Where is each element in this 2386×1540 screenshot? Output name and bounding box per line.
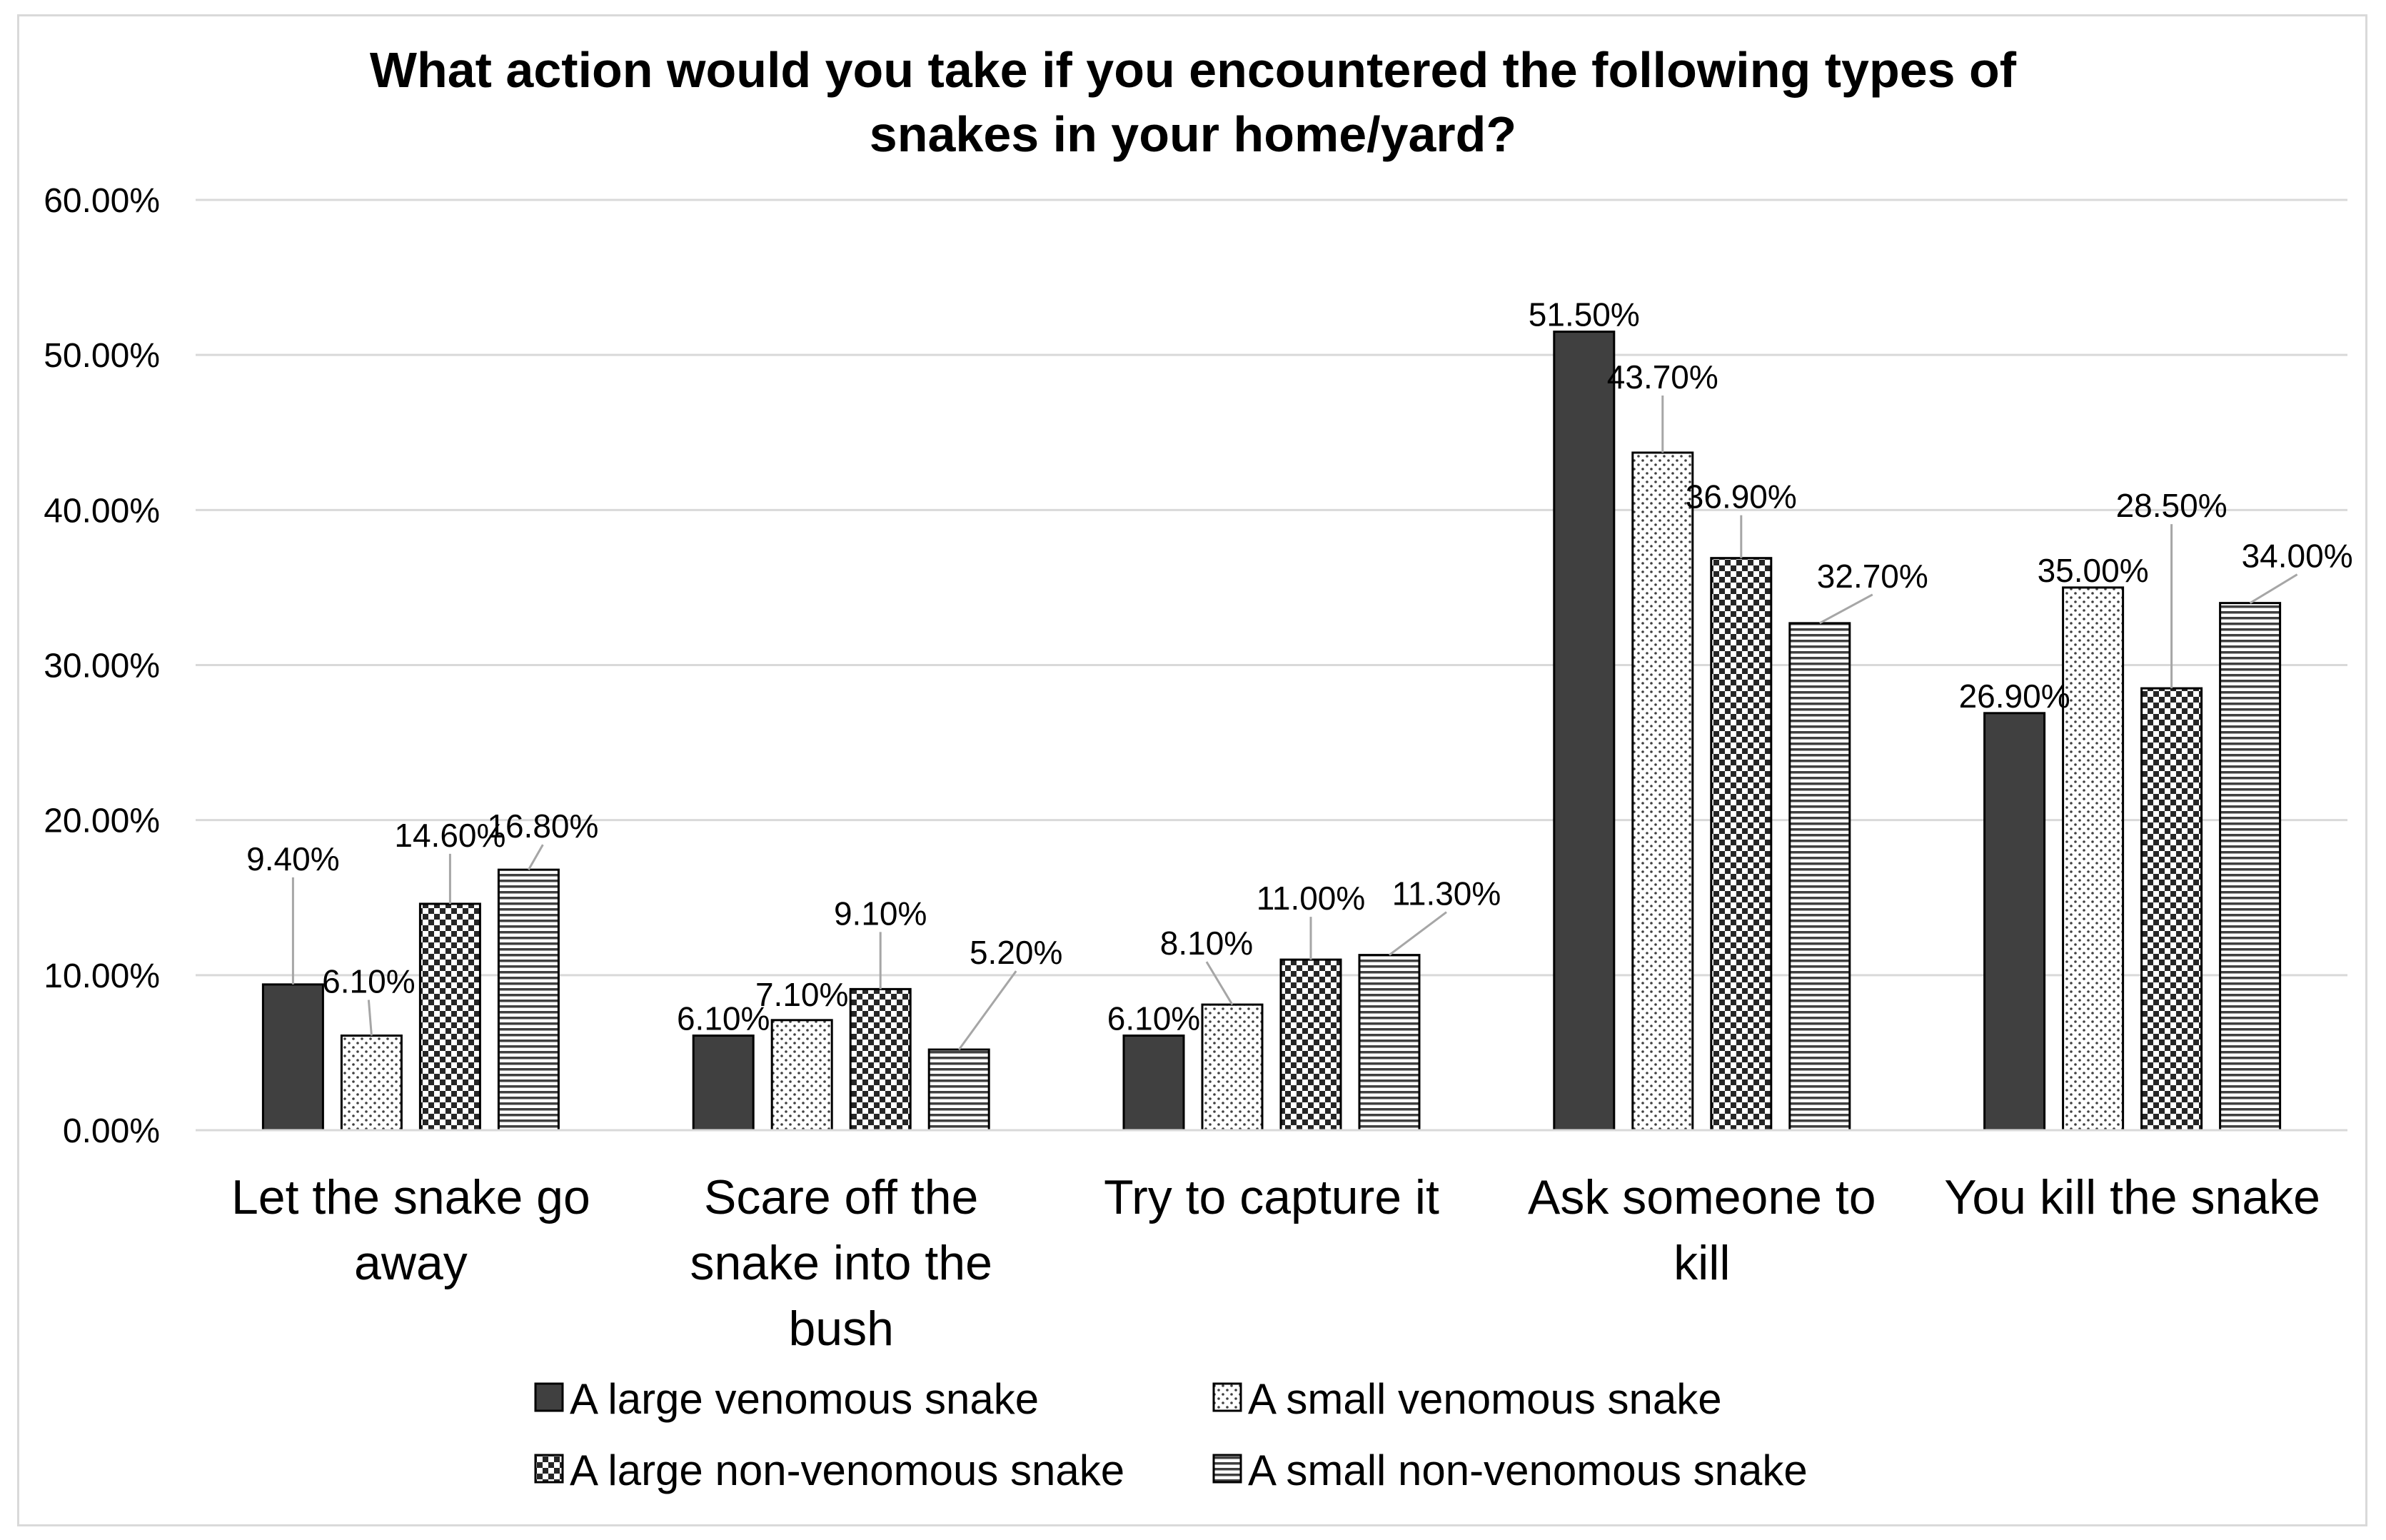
y-tick-label: 0.00% [63, 1112, 160, 1150]
data-label: 36.90% [1686, 478, 1797, 515]
data-label: 11.00% [1257, 880, 1366, 917]
bar-series-1-cat-3 [1122, 1035, 1185, 1132]
legend-swatch [534, 1382, 564, 1412]
leader-line [2249, 573, 2298, 604]
data-label: 51.50% [1529, 296, 1640, 333]
y-tick-label: 10.00% [44, 957, 160, 995]
data-label: 11.30% [1392, 875, 1501, 912]
bar-series-2-cat-4 [1631, 451, 1694, 1132]
legend-swatch [534, 1454, 564, 1484]
leader-line [957, 970, 1017, 1050]
leader-line [1819, 593, 1873, 625]
data-label: 6.10% [677, 1000, 770, 1037]
bar-series-1-cat-2 [692, 1035, 755, 1132]
leader-line [1205, 961, 1234, 1005]
data-label: 6.10% [1107, 1000, 1200, 1037]
data-label: 8.10% [1160, 925, 1253, 962]
bar-series-2-cat-1 [340, 1035, 403, 1132]
x-category-label: Try to capture it [1104, 1170, 1439, 1224]
x-category-label: snake into the [690, 1236, 992, 1290]
data-label: 34.00% [2242, 538, 2353, 575]
bar-series-3-cat-3 [1279, 958, 1342, 1132]
data-label: 14.60% [394, 817, 505, 854]
legend-label: A small venomous snake [1248, 1375, 1722, 1423]
x-category-label: kill [1673, 1236, 1730, 1290]
bar-series-4-cat-1 [497, 868, 560, 1132]
data-label: 32.70% [1817, 558, 1928, 595]
bar-series-1-cat-4 [1553, 331, 1616, 1132]
legend-swatch [1212, 1454, 1242, 1484]
x-category-label: Scare off the [704, 1170, 978, 1224]
leader-line [1389, 911, 1447, 956]
leader-line [367, 1000, 373, 1036]
legend-label: A large venomous snake [570, 1375, 1039, 1423]
bar-series-4-cat-3 [1358, 954, 1421, 1132]
bar-series-4-cat-2 [927, 1048, 990, 1132]
data-label: 5.20% [970, 934, 1062, 971]
bar-series-3-cat-5 [2140, 687, 2203, 1132]
bar-series-4-cat-5 [2219, 602, 2282, 1132]
legend-swatch [1212, 1382, 1242, 1412]
bar-series-1-cat-5 [1983, 712, 2046, 1132]
leader-line [528, 844, 544, 870]
bar-series-2-cat-3 [1201, 1003, 1264, 1132]
legend-label: A small non-venomous snake [1248, 1446, 1808, 1494]
bar-series-2-cat-5 [2062, 586, 2125, 1132]
bar-series-4-cat-4 [1788, 622, 1851, 1132]
data-label: 28.50% [2116, 487, 2228, 524]
data-label: 16.80% [487, 807, 598, 845]
chart-title-line-2: snakes in your home/yard? [869, 106, 1517, 162]
x-category-label: Let the snake go [231, 1170, 590, 1224]
x-category-label: You kill the snake [1944, 1170, 2320, 1224]
y-tick-label: 20.00% [44, 802, 160, 840]
data-label: 9.10% [834, 895, 927, 932]
bar-series-3-cat-4 [1710, 557, 1773, 1132]
bar-series-3-cat-1 [418, 902, 481, 1132]
chart-title-line-1: What action would you take if you encoun… [369, 42, 2017, 98]
data-label: 7.10% [755, 976, 848, 1013]
bar-series-3-cat-2 [849, 987, 912, 1132]
y-tick-label: 50.00% [44, 337, 160, 375]
y-tick-label: 40.00% [44, 492, 160, 530]
bar-series-2-cat-2 [770, 1019, 833, 1132]
data-label: 43.70% [1607, 358, 1718, 396]
bar-series-1-cat-1 [261, 983, 324, 1132]
data-label: 6.10% [322, 963, 415, 1000]
data-label: 35.00% [2038, 552, 2149, 589]
data-label: 9.40% [246, 840, 339, 877]
y-tick-label: 30.00% [44, 648, 160, 685]
x-category-label: Ask someone to [1528, 1170, 1876, 1224]
x-category-label: away [354, 1236, 468, 1290]
x-category-label: bush [788, 1302, 893, 1356]
chart-frame [17, 14, 2367, 1526]
legend-label: A large non-venomous snake [570, 1446, 1124, 1494]
data-label: 26.90% [1959, 678, 2070, 715]
y-tick-label: 60.00% [44, 182, 160, 220]
